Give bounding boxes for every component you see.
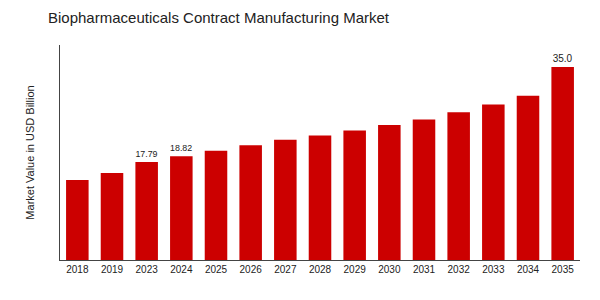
svg-text:2026: 2026 [240,264,263,275]
svg-text:Biopharmaceuticals Contract Ma: Biopharmaceuticals Contract Manufacturin… [48,9,390,26]
svg-text:2019: 2019 [101,264,124,275]
svg-text:35.0: 35.0 [553,53,573,64]
svg-text:2027: 2027 [274,264,297,275]
svg-text:2025: 2025 [205,264,228,275]
svg-text:2024: 2024 [170,264,193,275]
svg-text:2018: 2018 [66,264,89,275]
svg-text:2035: 2035 [552,264,575,275]
svg-text:2030: 2030 [378,264,401,275]
svg-text:2028: 2028 [309,264,332,275]
svg-text:2032: 2032 [448,264,471,275]
svg-text:2023: 2023 [136,264,159,275]
svg-text:2034: 2034 [517,264,540,275]
svg-text:2033: 2033 [482,264,505,275]
svg-text:2031: 2031 [413,264,436,275]
svg-text:2029: 2029 [344,264,367,275]
svg-text:Market Value in USD Billion: Market Value in USD Billion [24,85,36,219]
svg-text:17.79: 17.79 [135,149,157,159]
svg-text:18.82: 18.82 [170,143,192,153]
